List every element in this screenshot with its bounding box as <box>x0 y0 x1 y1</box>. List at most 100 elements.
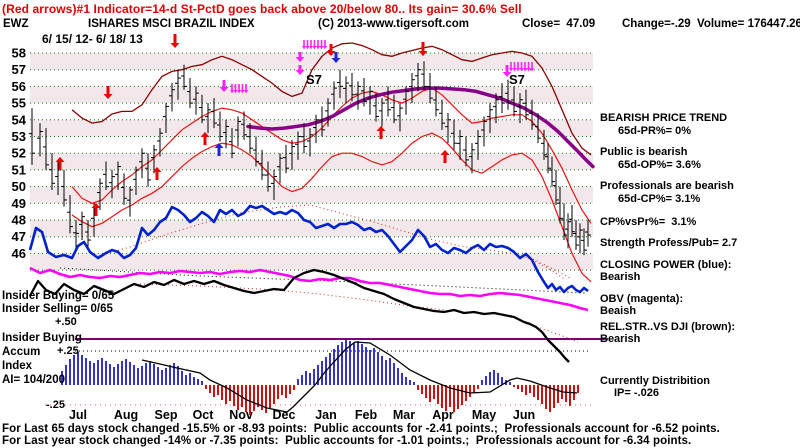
accum-index-bar <box>413 382 415 385</box>
accum-index-bar <box>149 361 151 385</box>
accum-index-bar <box>189 373 191 385</box>
accum-index-bar <box>369 350 371 385</box>
accum-index-bar <box>309 373 311 385</box>
accum-index-bar <box>565 385 567 402</box>
relstr-title: REL.STR..VS DJI (brown): <box>600 321 736 333</box>
accum-index-bar <box>405 377 407 385</box>
accum-index-bar <box>209 385 211 393</box>
magenta-arrow-cluster-icon <box>312 46 317 50</box>
level-minus25-label: -.25 <box>46 399 65 411</box>
signal-text-label: S7 <box>306 72 322 87</box>
magenta-arrow-cluster-icon <box>319 46 324 50</box>
accum-index-bar <box>265 385 267 413</box>
y-axis-tick-label: 53 <box>12 129 26 144</box>
magenta-arrow-cluster-icon <box>509 68 513 72</box>
accum-index-bar <box>473 385 475 393</box>
accum-index-bar <box>537 385 539 400</box>
closing-power-title: CLOSING POWER (blue): <box>600 259 732 271</box>
accum-index-bar <box>557 385 559 403</box>
accum-index-bar <box>421 385 423 394</box>
accum-index-bar <box>273 385 275 404</box>
date-range-label: 6/ 15/ 12- 6/ 18/ 13 <box>42 32 143 46</box>
month-label: Apr <box>432 408 454 422</box>
accum-index-bar <box>77 352 79 385</box>
accum-index-bar <box>349 341 351 385</box>
accum-index-bar <box>225 385 227 404</box>
signal-text-label: S7 <box>509 72 525 87</box>
accum-index-bar <box>229 385 231 401</box>
accum-index-bar <box>253 385 255 411</box>
accum-index-bar <box>333 349 335 385</box>
accum-index-bar <box>401 373 403 385</box>
purple-ma-line <box>246 86 595 169</box>
signal-indicator-line: (Red arrows)#1 Indicator=14-d St-PctD go… <box>2 2 522 16</box>
magenta-arrow-cluster-icon <box>237 90 241 94</box>
magenta-down-arrow-icon <box>219 87 229 92</box>
magenta-arrow-cluster-icon <box>244 90 248 94</box>
accum-index-bar <box>97 360 99 385</box>
y-axis-tick-label: 57 <box>12 62 26 77</box>
accum-index-bar <box>61 371 63 385</box>
red-up-arrow-icon <box>152 167 162 172</box>
red-up-arrow-icon <box>91 203 101 208</box>
red-down-arrow-icon <box>326 51 336 56</box>
accum-index-bar <box>553 385 555 408</box>
magenta-arrow-cluster-icon <box>309 46 313 50</box>
bearish-trend-title: BEARISH PRICE TREND <box>600 112 728 124</box>
accum-index-bar <box>549 385 551 412</box>
price-stripe <box>30 253 593 271</box>
accum-index-bar <box>469 385 471 397</box>
accum-index-value: AI= 104/200 <box>2 374 65 386</box>
accum-index-bar <box>297 379 299 385</box>
rs-trend2-dotted <box>527 257 567 281</box>
magenta-arrow-cluster-icon <box>316 46 320 50</box>
current-phase-title: Currently Distribition <box>600 375 711 387</box>
month-label: Jun <box>513 408 535 422</box>
magenta-arrow-cluster-icon <box>519 68 524 72</box>
accum-index-bar <box>489 372 491 385</box>
obv-title: OBV (magenta): <box>600 293 684 305</box>
accum-index-bar <box>517 385 519 389</box>
magenta-arrow-cluster-icon <box>305 46 310 50</box>
accum-index-bar <box>357 341 359 385</box>
accum-index-bar <box>117 364 119 385</box>
accum-label: Accum <box>2 346 41 358</box>
accum-index-bar <box>289 385 291 394</box>
accum-index-bar <box>261 385 263 410</box>
accum-index-bar <box>337 345 339 385</box>
accum-index-bar <box>245 385 247 412</box>
y-axis-tick-label: 54 <box>12 112 27 127</box>
cp-percent: 65d-CP%= 3.1% <box>618 193 701 205</box>
accum-index-bar <box>233 385 235 406</box>
accum-index-bar <box>69 359 71 385</box>
magenta-arrow-cluster-icon <box>512 68 517 72</box>
accum-index-bar <box>201 381 203 385</box>
accum-index-bar <box>481 380 483 385</box>
accum-index-bar <box>341 342 343 385</box>
accum-index-bar <box>173 363 175 385</box>
y-axis-tick-label: 55 <box>12 96 26 111</box>
accum-index-bar <box>165 368 167 385</box>
accum-index-bar <box>145 363 147 385</box>
accum-index-bar <box>533 385 535 397</box>
y-axis-tick-label: 49 <box>12 196 26 211</box>
accum-index-bar <box>521 385 523 392</box>
accum-index-bar <box>329 353 331 385</box>
accum-index-bar <box>205 385 207 389</box>
index-label: Index <box>2 360 33 372</box>
magenta-arrow-cluster-icon <box>323 46 327 50</box>
accum-index-bar <box>465 385 467 401</box>
red-up-arrow-icon <box>440 150 450 155</box>
accum-index-bar <box>485 376 487 385</box>
magenta-arrow-cluster-icon <box>302 46 306 50</box>
change-value: Change=-.29 <box>622 18 691 30</box>
accum-index-bar <box>433 385 435 399</box>
magenta-arrow-cluster-icon <box>240 90 245 94</box>
accum-index-bar <box>101 358 103 385</box>
magenta-arrow-cluster-icon <box>530 68 534 72</box>
accum-index-bar <box>545 385 547 409</box>
accum-index-bar <box>457 385 459 409</box>
month-label: Jan <box>315 408 337 422</box>
accum-index-bar <box>193 377 195 385</box>
month-label: May <box>472 408 496 422</box>
